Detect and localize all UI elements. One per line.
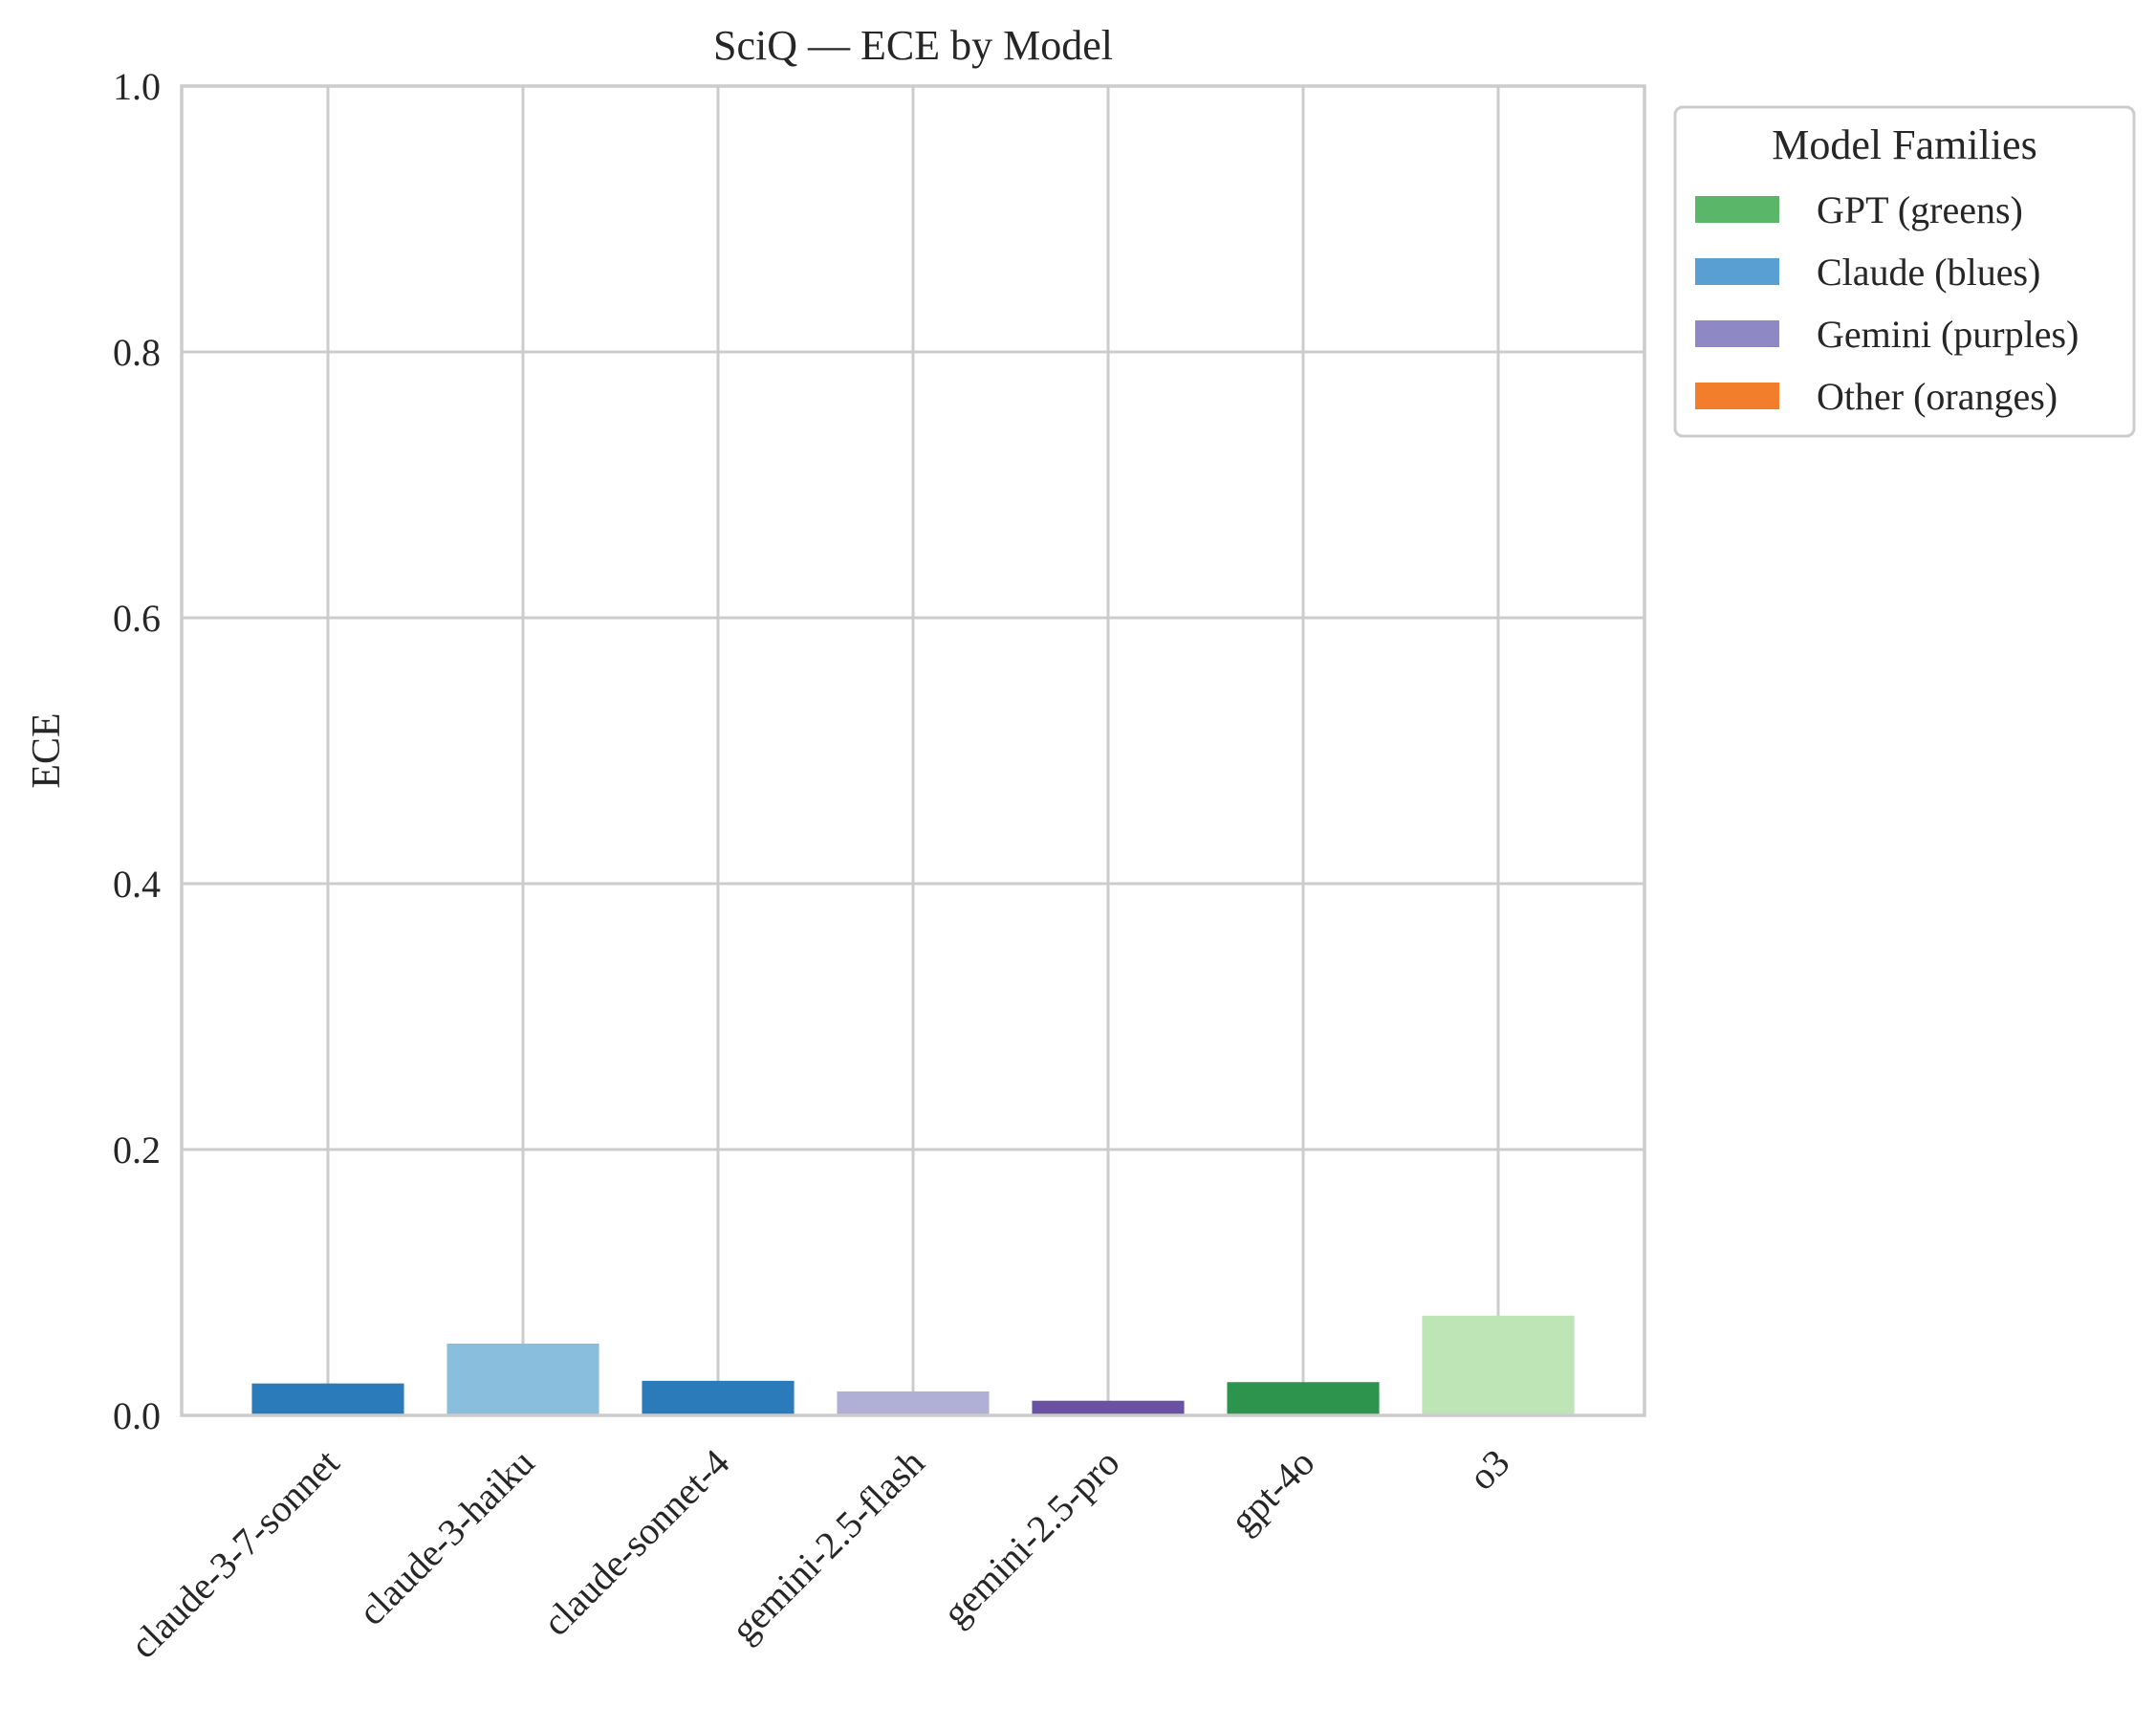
y-tick-label: 0.8 [113, 331, 161, 374]
bar-claude-sonnet-4 [642, 1380, 795, 1415]
legend-entry-label: GPT (greens) [1817, 188, 2023, 231]
x-tick-label: gpt-4o [1222, 1441, 1323, 1543]
y-tick-label: 0.4 [113, 863, 161, 906]
chart-title: SciQ — ECE by Model [713, 22, 1113, 69]
y-axis-label: ECE [25, 712, 69, 788]
x-tick-label: o3 [1460, 1441, 1517, 1499]
y-tick-label: 0.2 [113, 1128, 161, 1172]
legend-swatch [1695, 320, 1779, 347]
legend-swatch [1695, 196, 1779, 223]
x-tick-label: gemini-2.5-pro [934, 1441, 1127, 1634]
bar-claude-3-7-sonnet [251, 1383, 404, 1415]
plot-frame [180, 84, 1646, 1417]
legend-entry-label: Gemini (purples) [1817, 313, 2079, 356]
bar-gemini-2.5-flash [837, 1391, 990, 1415]
legend-box [1673, 105, 2136, 438]
legend: Model Families GPT (greens) Claude (blues… [1673, 105, 2136, 438]
y-tick-label: 0.6 [113, 597, 161, 640]
legend-entry-label: Claude (blues) [1817, 251, 2040, 294]
x-tick-label: gemini-2.5-flash [723, 1441, 933, 1652]
bar-gemini-2.5-pro [1032, 1400, 1185, 1415]
bar-gpt-4o [1227, 1382, 1380, 1415]
x-tick-label: claude-3-haiku [350, 1441, 542, 1633]
bar-o3 [1422, 1315, 1575, 1415]
legend-swatch [1695, 258, 1779, 285]
bar-claude-3-haiku [446, 1343, 599, 1415]
x-tick-label: claude-3-7-sonnet [121, 1441, 347, 1667]
legend-swatch [1695, 383, 1779, 409]
x-tick-label: claude-sonnet-4 [534, 1441, 737, 1644]
legend-entry-label: Other (oranges) [1817, 375, 2058, 418]
y-tick-label: 1.0 [113, 65, 161, 108]
legend-title: Model Families [1772, 121, 2036, 168]
y-tick-label: 0.0 [113, 1394, 161, 1437]
